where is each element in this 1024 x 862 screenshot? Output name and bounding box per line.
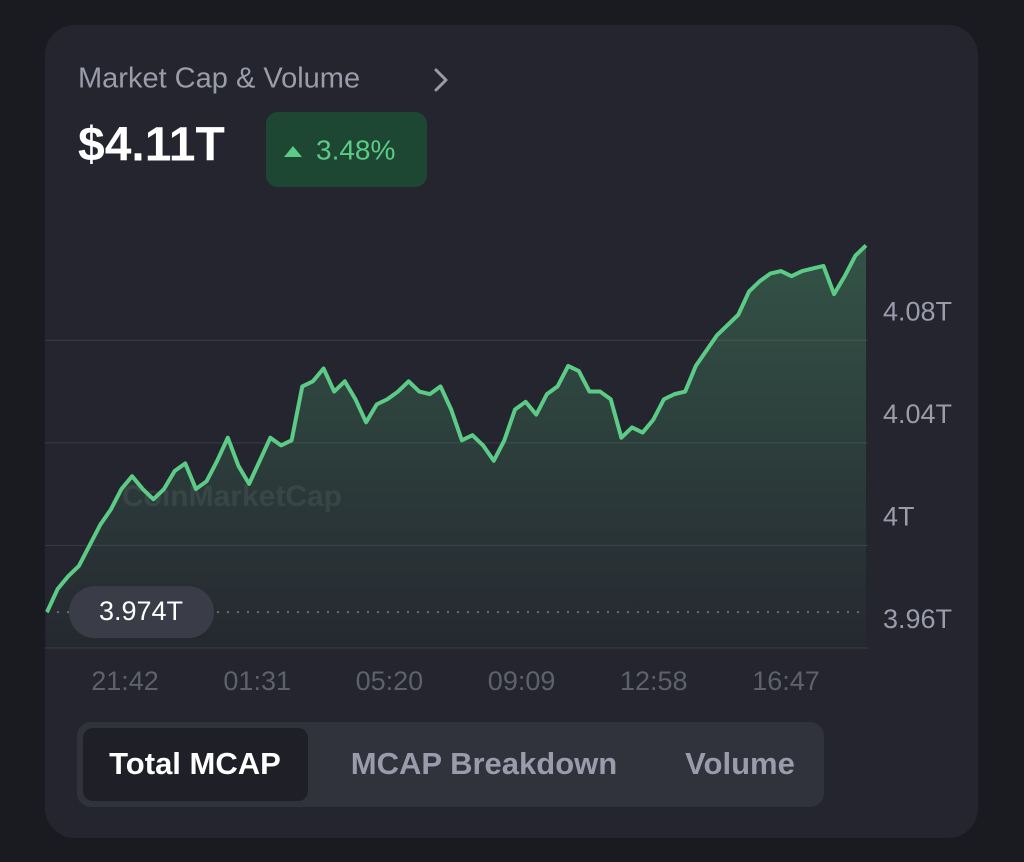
x-tick-label: 16:47 (752, 666, 820, 696)
area (47, 245, 866, 648)
y-tick-label: 3.96T (883, 604, 952, 634)
tab[interactable]: Total MCAP (109, 746, 281, 781)
y-tick-label: 4T (883, 502, 915, 532)
title[interactable]: Market Cap & Volume (78, 63, 360, 95)
baseline-label: 3.974T (99, 596, 183, 626)
x-tick-label: 21:42 (91, 666, 159, 696)
change-badge (266, 112, 427, 187)
up-arrow (284, 146, 302, 157)
market-cap-value: $4.11T (78, 119, 225, 172)
x-tick-label: 05:20 (356, 666, 424, 696)
chevron[interactable] (434, 68, 448, 92)
tab[interactable]: MCAP Breakdown (351, 746, 617, 781)
y-tick-label: 4.08T (883, 296, 952, 326)
y-tick-label: 4.04T (883, 399, 952, 429)
price-line (45, 243, 868, 613)
x-tick-label: 12:58 (620, 666, 688, 696)
active-tab[interactable] (83, 728, 308, 801)
change-value: 3.48% (316, 134, 395, 165)
x-tick-label: 01:31 (223, 666, 291, 696)
baseline-pill (69, 586, 214, 639)
tab[interactable]: Volume (685, 746, 795, 781)
x-tick-label: 09:09 (488, 666, 556, 696)
